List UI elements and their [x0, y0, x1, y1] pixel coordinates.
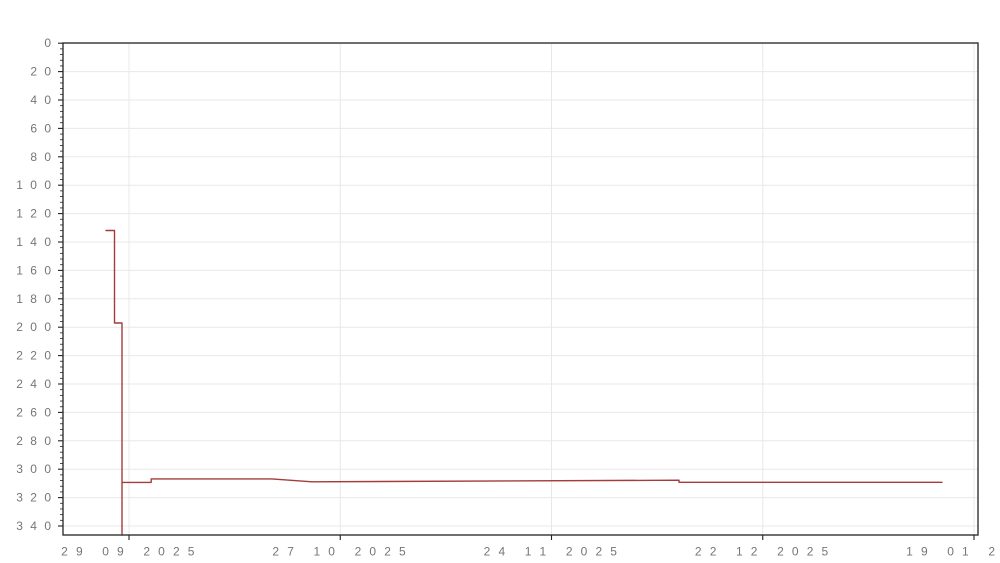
svg-text:8 0: 8 0: [30, 150, 53, 164]
svg-text:2 2 1 2 2 0 2 5: 2 2 1 2 2 0 2 5: [695, 544, 831, 558]
svg-text:3 4 0: 3 4 0: [16, 519, 53, 533]
svg-text:4 0: 4 0: [30, 93, 53, 107]
svg-text:2 9 0 9 2 0 2 5: 2 9 0 9 2 0 2 5: [61, 544, 197, 558]
svg-text:2 4 1 1 2 0 2 5: 2 4 1 1 2 0 2 5: [484, 544, 620, 558]
svg-text:2 0 0: 2 0 0: [16, 320, 53, 334]
svg-text:1 9 0 1 2 0 2 6: 1 9 0 1 2 0 2 6: [906, 544, 1000, 558]
svg-text:3 2 0: 3 2 0: [16, 491, 53, 505]
svg-text:1 6 0: 1 6 0: [16, 263, 53, 277]
svg-text:1 4 0: 1 4 0: [16, 235, 53, 249]
svg-text:6 0: 6 0: [30, 121, 53, 135]
svg-text:2 6 0: 2 6 0: [16, 405, 53, 419]
svg-text:1 8 0: 1 8 0: [16, 292, 53, 306]
svg-text:2 7 1 0 2 0 2 5: 2 7 1 0 2 0 2 5: [272, 544, 408, 558]
svg-text:2 8 0: 2 8 0: [16, 434, 53, 448]
svg-text:2 4 0: 2 4 0: [16, 377, 53, 391]
svg-text:2 2 0: 2 2 0: [16, 349, 53, 363]
svg-text:1 2 0: 1 2 0: [16, 207, 53, 221]
svg-text:0: 0: [44, 36, 53, 50]
svg-text:1 0 0: 1 0 0: [16, 178, 53, 192]
svg-text:3 0 0: 3 0 0: [16, 462, 53, 476]
svg-text:2 0: 2 0: [30, 65, 53, 79]
